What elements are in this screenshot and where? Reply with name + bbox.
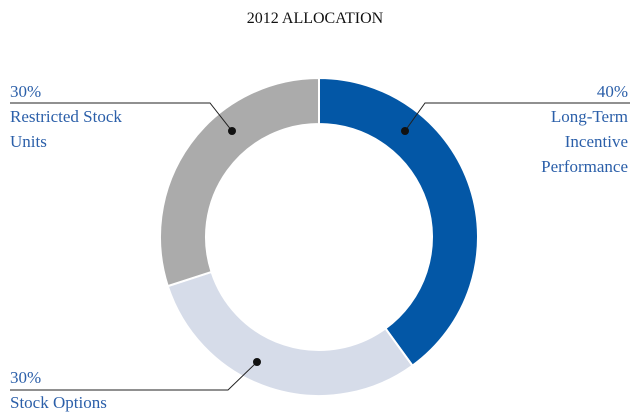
slice-value-label: 30% (10, 82, 42, 101)
slice-category-label: Stock Options (10, 393, 107, 412)
leader-dot (401, 127, 409, 135)
slice-value-label: 40% (596, 82, 628, 101)
slice-label: 30% Restricted Stock Units (10, 79, 158, 154)
leader-line (404, 102, 630, 132)
leader-line (10, 102, 233, 132)
slice-category-label: Restricted Stock Units (10, 107, 122, 151)
leader-dot (253, 358, 261, 366)
leader-dot (228, 127, 236, 135)
slice-value-label: 30% (10, 368, 42, 387)
slice-label: 40% Long-Term Incentive Performance (508, 79, 628, 179)
slice-label: 30% Stock Options (10, 365, 210, 412)
chart-title: 2012 ALLOCATION (246, 10, 384, 27)
leader-line (10, 361, 258, 391)
slice-category-label: Long-Term Incentive Performance (541, 107, 628, 176)
donut-segment (159, 76, 320, 288)
donut-segment (318, 76, 479, 368)
